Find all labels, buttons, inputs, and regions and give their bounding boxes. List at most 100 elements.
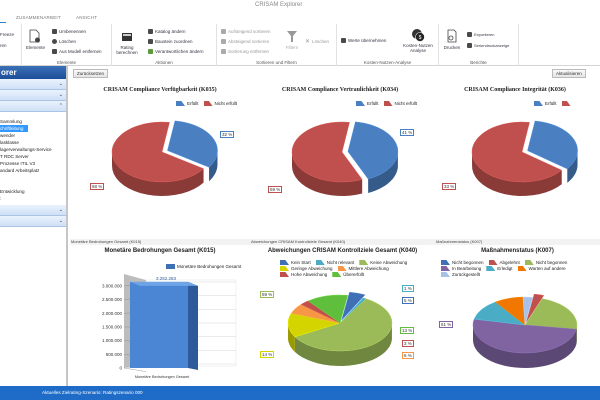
aufsteigend-sortieren-button[interactable]: Aufsteigend sortieren [221,29,271,34]
rating-berechnen-button[interactable]: Rating berechnen [114,27,140,55]
legend-item: Kein Start [280,260,311,265]
data-label: 14 % [260,351,275,358]
rename-icon [52,29,57,34]
verantwortlichen-aendern-label: Verantwortlichen ändern [155,49,204,54]
pie-slice [471,121,563,183]
baustein-zuordnen-label: Baustein zuordnen [155,39,193,44]
legend-label: Geringe Abweichung [291,266,333,271]
freeze-button[interactable]: Freeze [0,32,15,37]
loeschen-label: Löschen [59,39,77,44]
legend-label: Nicht erfüllt [214,101,238,106]
tab-zusammenarbeit[interactable]: ZUSAMMENARBEIT [16,15,61,20]
legend-swatch [383,101,393,106]
chart-legend: Monetäre Bedrohungen Gesamt [166,264,241,269]
pie-slice [294,298,393,352]
chart-legend: Erfüllt Nicht erfüllt [176,101,237,106]
legend-label: Kein Start [291,260,311,265]
katalog-aendern-button[interactable]: Katalog ändern [148,29,186,34]
pie-slice-depth [288,322,295,352]
seriendruck-label: Seriendruckanzeige [474,43,510,48]
document-add-icon [29,29,40,43]
data-label: 6 % [402,352,414,359]
pie-slice-depth [294,324,392,366]
tree-item[interactable]: lasklasse [0,140,19,145]
tree-item[interactable]: T RDC Server [0,154,29,159]
tree-item[interactable]: Sammlung [0,119,22,124]
sidebar-section-3[interactable]: ⌃ [0,101,66,112]
tree-item[interactable]: : [0,196,2,201]
sidebar-section-4[interactable]: ⌄ [0,205,66,216]
chart-title: Monetäre Bedrohungen Gesamt (K015) [104,248,216,254]
werte-uebernehmen-button[interactable]: Werte übernehmen [341,38,386,43]
data-label: 1 % [402,285,414,292]
chart-k035: CRISAM Compliance Verfügbarkeit (K035) E… [70,80,250,235]
elemente-button[interactable]: Elemente [26,27,46,50]
pie-slice [526,293,545,323]
y-tick-label: 3.000.000 [102,284,123,289]
reset-button[interactable]: Zurücksetzen [73,69,109,78]
svg-text:$: $ [419,35,422,41]
chart-caption: Abweichungen CRISAM Kontrollziele Gesamt… [250,239,435,245]
sidebar-tree: Sammlung chriftleitung wender lasklasse … [0,112,66,202]
legend-swatch [280,266,289,271]
legend-swatch [359,260,369,265]
tab-ansicht[interactable]: ANSICHT [76,15,98,20]
tree-item[interactable]: lagerverwaltungs-Service [0,147,52,152]
tree-item-selected[interactable]: chriftleitung [0,125,28,132]
ribbon-group-elemente: Elemente Umbenennen Löschen Aus Modell e… [22,24,112,66]
verantwortlichen-aendern-button[interactable]: Verantwortlichen ändern [148,49,204,54]
aus-modell-entfernen-button[interactable]: Aus Modell entfernen [52,49,102,54]
absteigend-sortieren-button[interactable]: Absteigend sortieren [221,39,269,44]
ribbon: Freeze ren Elemente Umbenennen Löschen A… [0,24,600,66]
tree-item[interactable]: wender [0,133,16,138]
legend-item: Warten auf andere [517,266,566,271]
accept-values-icon [341,38,346,43]
exportieren-button[interactable]: Exportieren [467,32,494,37]
tree-item[interactable]: andard Arbeitsplatz [0,168,40,173]
refresh-button[interactable]: Aktualisieren [552,69,586,78]
legend-item: Erfüllt [176,101,199,106]
kosten-nutzen-analyse-button[interactable]: $ Kosten-Nutzen Analyse [401,27,435,53]
ren-button[interactable]: ren [0,43,7,48]
baustein-zuordnen-button[interactable]: Baustein zuordnen [148,39,193,44]
sidebar-header: orer [0,66,66,79]
elemente-label: Elemente [26,45,46,50]
sidebar-section-5[interactable]: ⌄ [0,216,66,227]
legend-item: Monetäre Bedrohungen Gesamt [166,264,241,269]
seriendruck-button[interactable]: Seriendruckanzeige [467,43,509,48]
legend-item [561,101,571,106]
pie-slice-depth [292,152,363,196]
window-title: CRISAM Explorer [255,2,303,8]
legend-label: Erfüllt [187,101,199,106]
sidebar-section-2[interactable]: ⌄ [0,90,66,101]
pie-slice-depth [567,149,578,183]
filtern-label: Filtern [285,45,299,50]
sortierung-entfernen-button[interactable]: Sortierung entfernen [221,49,269,54]
sidebar-section-1[interactable]: ⌄ [0,79,66,90]
tree-item[interactable]: Prozesse ITIL V3 [0,161,36,166]
pie-slice-depth [368,150,398,193]
chevron-down-icon: ⌄ [58,92,63,98]
legend-swatch [332,272,342,277]
calculator-icon [122,33,132,41]
tab-start[interactable] [0,15,6,23]
bar-chart-k015: 3.000.000 2.500.000 2.000.000 1.500.000 1.00… [102,274,237,379]
umbenennen-button[interactable]: Umbenennen [52,29,86,34]
tree-item[interactable]: Entwicklung [0,189,25,194]
chart-caption: Maßnahmenstatus (K007) [435,239,600,245]
loeschen-button[interactable]: Löschen [52,39,76,44]
chart-k036: CRISAM Compliance Integrität (K036) Erfü… [430,80,600,235]
legend-label: Nicht erfüllt [394,101,418,106]
pie-slice [111,121,205,183]
absteigend-label: Absteigend sortieren [228,39,270,44]
pie-slice [167,120,218,168]
ribbon-group-kosten-nutzen: Werte übernehmen $ Kosten-Nutzen Analyse… [337,24,439,66]
legend-item: Zurückgestellt [441,272,480,277]
legend-swatch [517,266,527,271]
filtern-button[interactable]: Filtern [283,27,301,50]
drucken-button[interactable]: Drucken [441,27,463,50]
group-label-aktionen: Aktionen [155,60,173,65]
legend-item: Abgelehnt [488,260,520,265]
y-tick-label: 0 [119,366,122,371]
filter-loeschen-button[interactable]: ✕ Löschen [305,38,329,45]
